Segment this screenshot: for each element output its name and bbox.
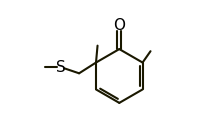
Text: S: S <box>56 60 65 75</box>
Text: O: O <box>113 18 125 33</box>
